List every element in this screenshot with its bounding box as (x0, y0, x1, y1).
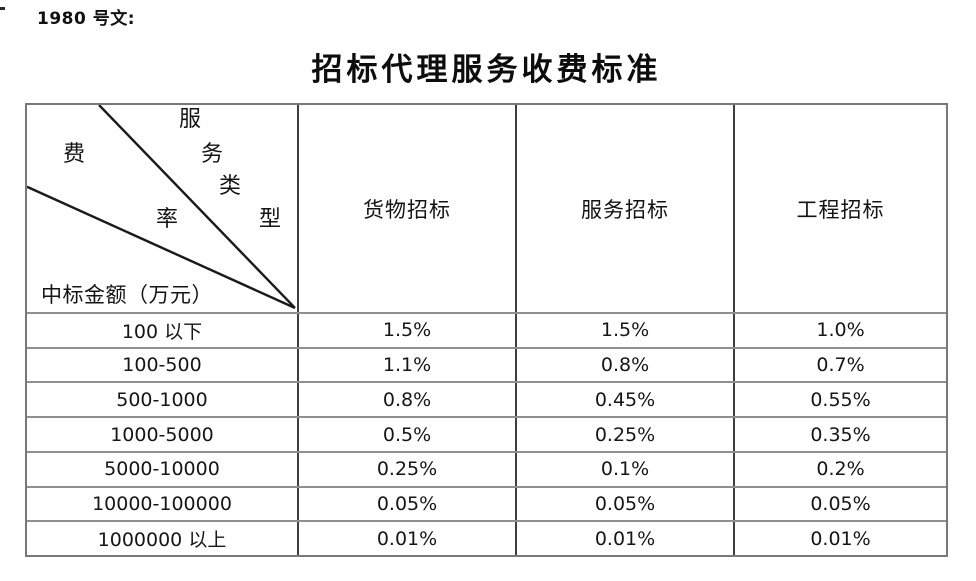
column-header-services: 服务招标 (515, 105, 733, 312)
rate-value: 1.0% (733, 314, 946, 347)
page-edge-artifact (0, 7, 5, 10)
row-amount-range: 5000-10000 (104, 458, 220, 481)
rate-value: 0.2% (733, 452, 946, 486)
diagonal-corner-cell: 服 务 类 型 费 率 中标金额（万元） (27, 105, 297, 312)
row-amount-range: 100 以下 (121, 320, 203, 343)
table-header-row: 服 务 类 型 费 率 中标金额（万元） 货物招标 服务招标 工程招标 (27, 105, 946, 312)
table-row: 100-500 1.1% 0.8% 0.7% (27, 346, 946, 382)
rate-value: 0.8% (515, 348, 733, 382)
amount-axis-label: 中标金额（万元） (41, 283, 213, 307)
rate-value: 0.01% (297, 522, 515, 556)
row-amount-range: 10000-100000 (92, 492, 232, 515)
rate-value: 0.7% (733, 348, 946, 382)
rate-value: 1.5% (297, 314, 515, 347)
fee-table-body: 100 以下 1.5% 1.5% 1.0% 100-500 1.1% 0.8% 0.7% 500… (27, 312, 946, 556)
rate-value: 0.25% (515, 418, 733, 451)
page-title: 招标代理服务收费标准 (311, 52, 662, 88)
service-type-char: 类 (219, 174, 242, 199)
rate-value: 0.1% (515, 452, 733, 486)
row-amount-range: 1000000 以上 (97, 529, 227, 552)
fee-standard-table: 服 务 类 型 费 率 中标金额（万元） 货物招标 服务招标 工程招标 100 … (25, 103, 948, 557)
fee-rate-char: 费 (63, 142, 86, 167)
table-row: 500-1000 0.8% 0.45% 0.55% (27, 381, 946, 417)
rate-value: 0.05% (733, 487, 946, 521)
table-row: 100 以下 1.5% 1.5% 1.0% (27, 312, 946, 347)
service-type-char: 型 (259, 207, 282, 232)
rate-value: 0.45% (515, 383, 733, 417)
column-header-engineering: 工程招标 (733, 105, 946, 312)
column-header-goods: 货物招标 (297, 105, 515, 312)
rate-value: 0.8% (297, 383, 515, 417)
rate-value: 1.5% (515, 314, 733, 347)
rate-value: 0.25% (297, 452, 515, 486)
table-row: 5000-10000 0.25% 0.1% 0.2% (27, 450, 946, 486)
rate-value: 0.01% (515, 522, 733, 556)
row-amount-range: 500-1000 (116, 388, 208, 411)
rate-value: 0.05% (515, 487, 733, 521)
service-type-char: 服 (179, 107, 202, 132)
rate-value: 0.01% (733, 522, 946, 556)
rate-value: 1.1% (297, 348, 515, 382)
rate-value: 0.05% (297, 487, 515, 521)
doc-number-label: 1980 号文: (37, 9, 136, 29)
rate-value: 0.55% (733, 383, 946, 417)
table-row: 1000-5000 0.5% 0.25% 0.35% (27, 416, 946, 451)
row-amount-range: 100-500 (122, 354, 202, 377)
rate-value: 0.5% (297, 418, 515, 451)
rate-value: 0.35% (733, 418, 946, 451)
service-type-char: 务 (201, 142, 224, 167)
table-row: 1000000 以上 0.01% 0.01% 0.01% (27, 520, 946, 556)
diagonal-split-lines (27, 105, 296, 310)
row-amount-range: 1000-5000 (110, 423, 214, 446)
table-row: 10000-100000 0.05% 0.05% 0.05% (27, 485, 946, 521)
fee-rate-char: 率 (156, 207, 179, 232)
